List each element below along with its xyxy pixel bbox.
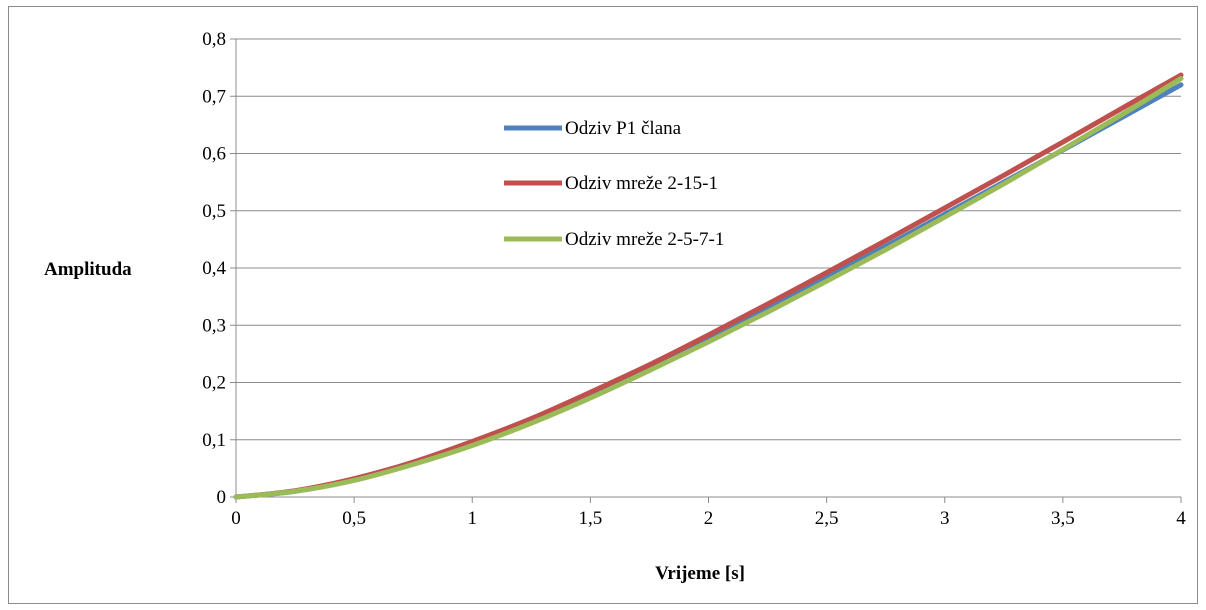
y-axis-title: Amplituda (44, 259, 132, 280)
x-tick-labels: 0 0,5 1 1,5 2 2,5 3 3,5 4 (231, 508, 1186, 529)
gridlines (230, 38, 1181, 498)
x-tick-label: 0 (231, 508, 241, 529)
x-tick-label: 2,5 (815, 508, 839, 529)
series-lines (233, 72, 1184, 500)
y-tick-label: 0,1 (202, 430, 226, 451)
legend-label: Odziv mreže 2-15-1 (565, 173, 718, 194)
x-tick-label: 3 (940, 508, 950, 529)
series-line (233, 72, 1184, 500)
legend: Odziv P1 člana Odziv mreže 2-15-1 Odziv mr… (504, 118, 724, 250)
x-tick-label: 4 (1176, 508, 1186, 529)
x-axis-title: Vrijeme [s] (655, 563, 745, 584)
series-line (233, 76, 1184, 500)
x-tick-label: 1,5 (579, 508, 603, 529)
y-tick-label: 0,8 (202, 29, 226, 50)
x-tick-label: 2 (704, 508, 714, 529)
y-tick-label: 0,3 (202, 315, 226, 336)
y-tick-label: 0 (217, 487, 227, 508)
axes (235, 39, 1182, 503)
y-tick-labels: 0 0,1 0,2 0,3 0,4 0,5 0,6 0,7 0,8 (202, 29, 226, 508)
series-line (233, 82, 1184, 500)
legend-label: Odziv mreže 2-5-7-1 (565, 229, 724, 250)
legend-label: Odziv P1 člana (565, 118, 682, 139)
x-tick-label: 3,5 (1051, 508, 1075, 529)
y-tick-label: 0,2 (202, 373, 226, 394)
y-tick-label: 0,4 (202, 258, 226, 279)
x-tick-label: 0,5 (342, 508, 366, 529)
y-tick-label: 0,7 (202, 86, 226, 107)
x-tick-label: 1 (468, 508, 478, 529)
y-tick-label: 0,6 (202, 144, 226, 165)
chart-frame (8, 6, 1198, 604)
y-tick-label: 0,5 (202, 201, 226, 222)
